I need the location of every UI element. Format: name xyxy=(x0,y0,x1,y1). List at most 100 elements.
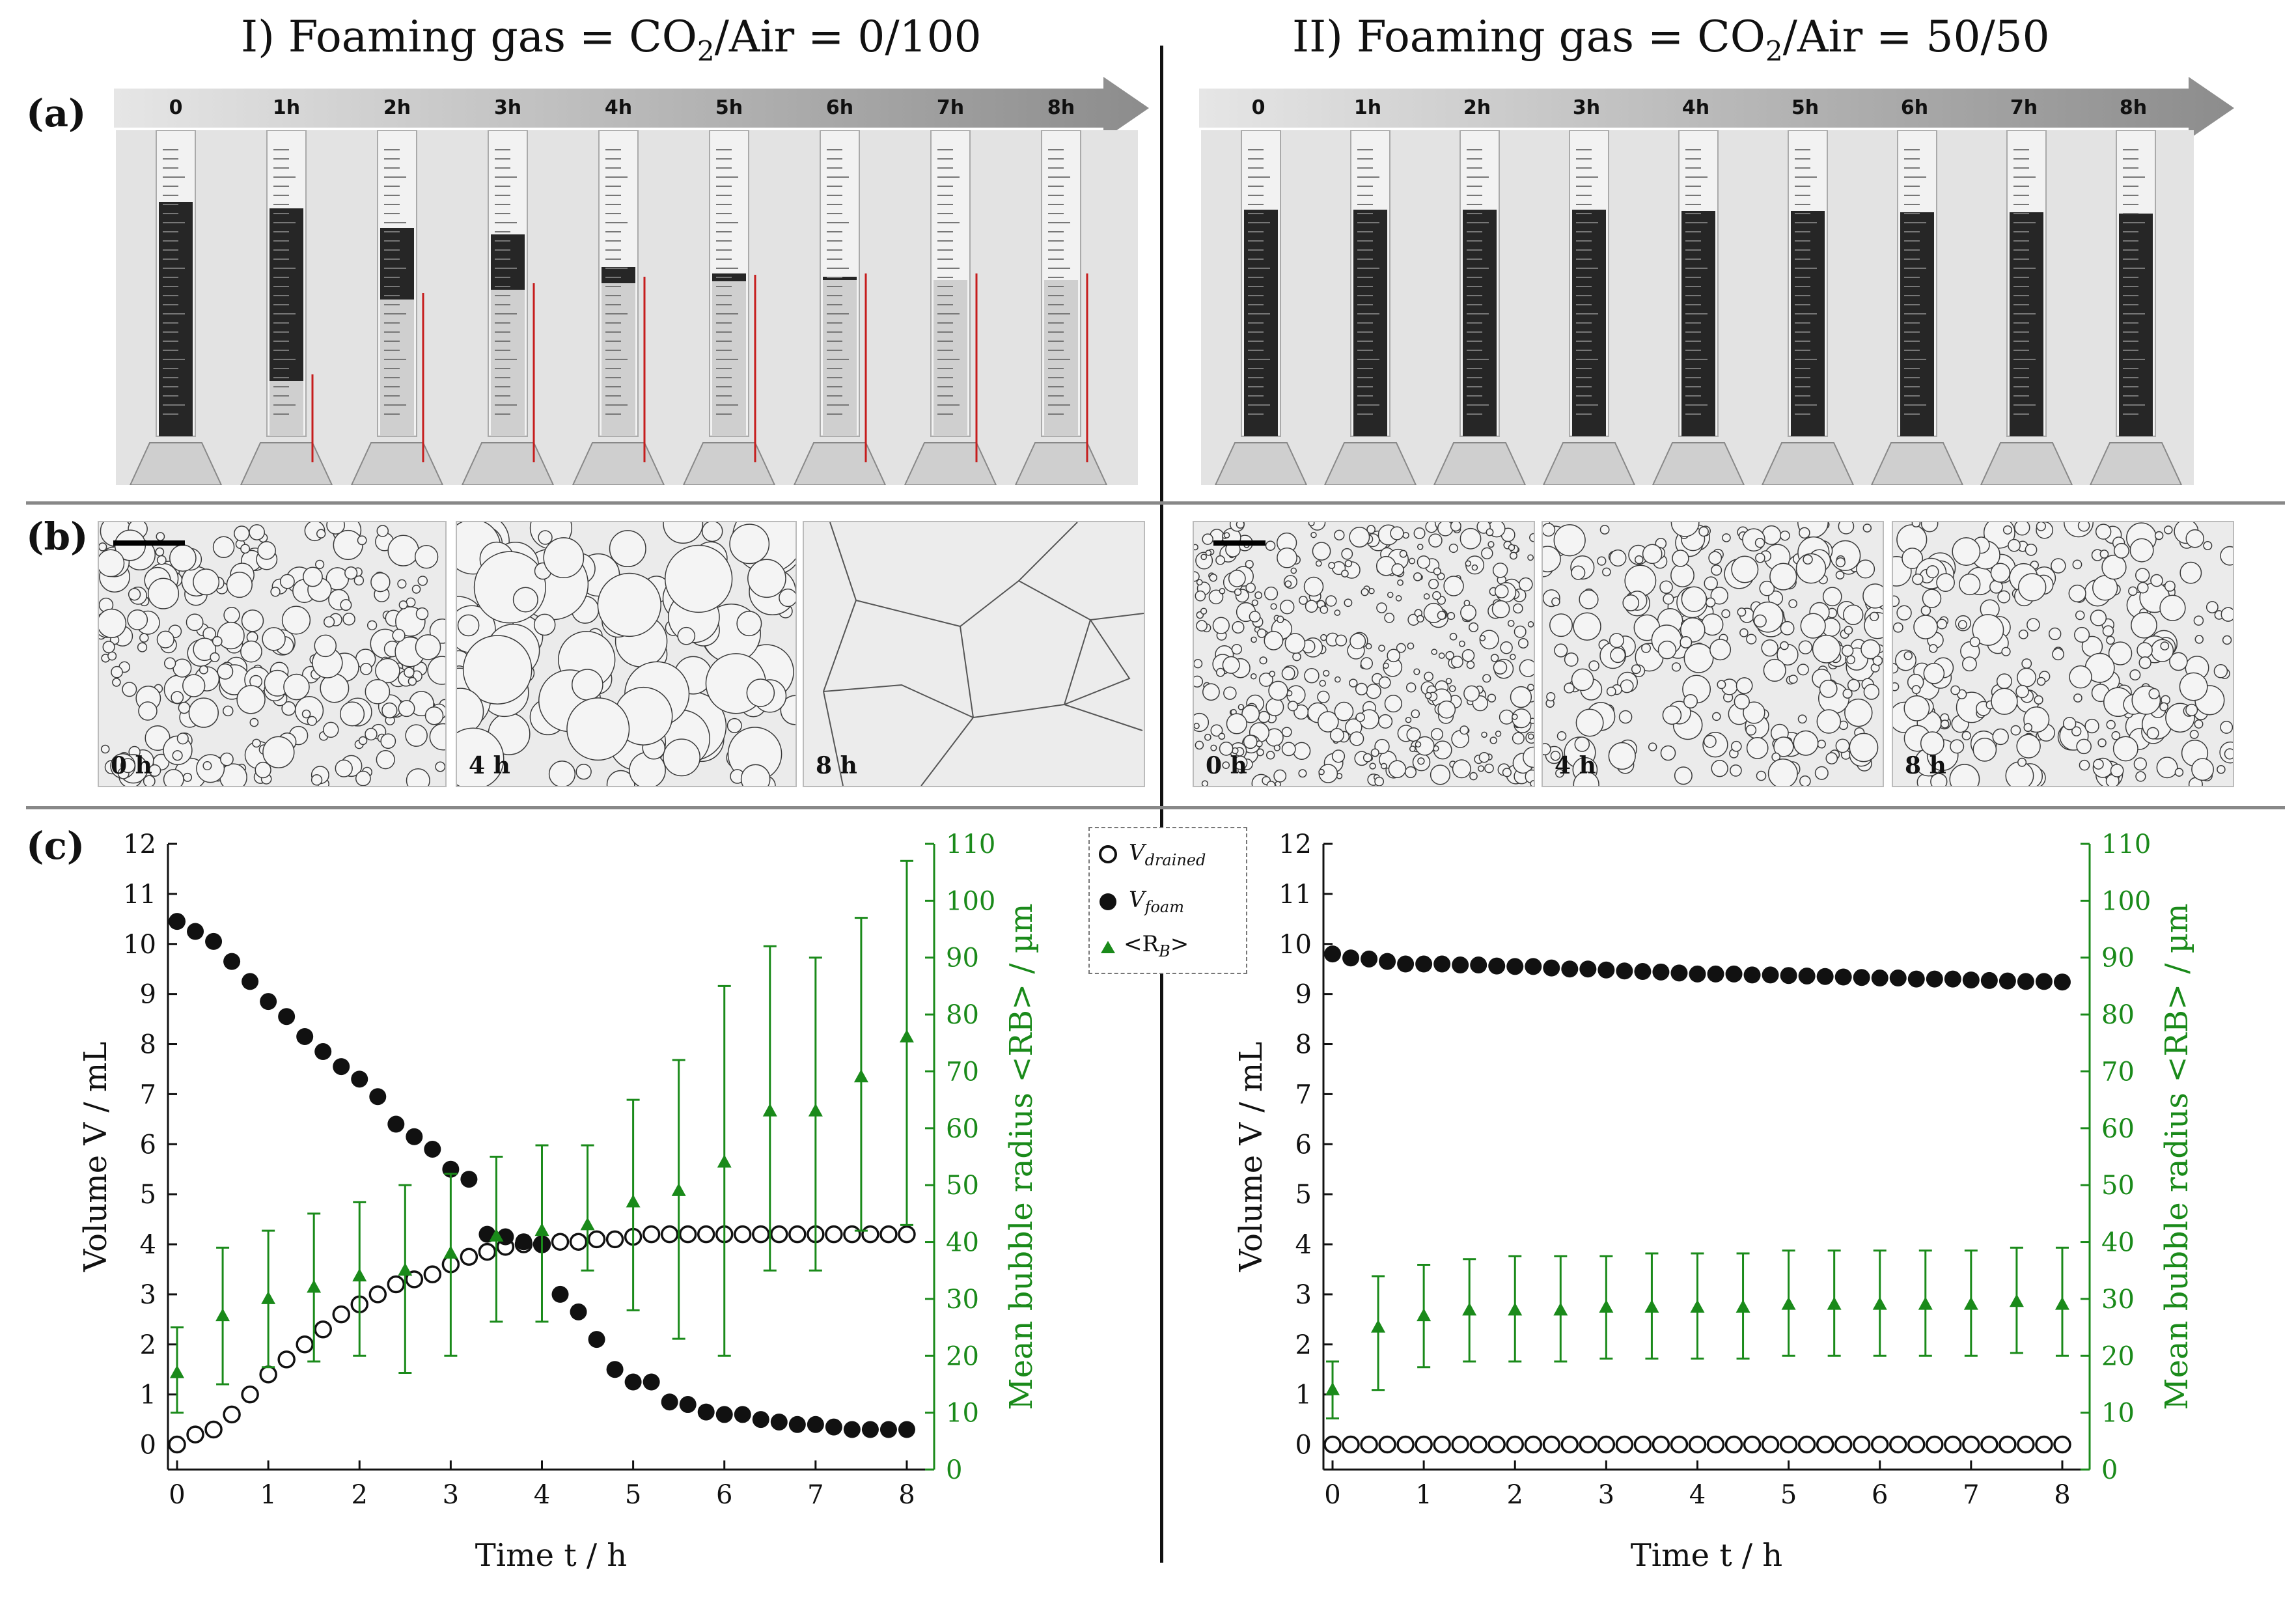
bubble xyxy=(2159,594,2186,621)
point-v-drained xyxy=(1506,1435,1524,1454)
bubble xyxy=(1846,655,1855,665)
bubble xyxy=(1415,741,1422,748)
bubble xyxy=(2099,550,2109,559)
bubble xyxy=(1264,586,1279,601)
bubble xyxy=(1510,654,1516,660)
bubble xyxy=(1872,656,1883,666)
bubble xyxy=(1663,593,1674,605)
bubble xyxy=(2084,718,2099,734)
bubble xyxy=(2106,635,2115,645)
point-mean-radius xyxy=(352,1268,367,1281)
bubble xyxy=(2164,525,2173,535)
bubble xyxy=(2072,559,2082,570)
point-v-foam xyxy=(1725,965,1743,983)
bubble xyxy=(148,764,161,777)
point-v-foam xyxy=(1579,960,1597,978)
bubble xyxy=(1530,780,1534,786)
bubble xyxy=(1218,733,1226,740)
point-v-foam xyxy=(879,1421,897,1438)
point-v-drained xyxy=(697,1225,715,1244)
point-v-foam xyxy=(752,1411,769,1429)
bubble xyxy=(1236,522,1245,529)
timeline-arrow-left xyxy=(114,77,1149,139)
bubble xyxy=(1743,701,1765,724)
bubble xyxy=(1355,682,1368,695)
y-tick-label: 12 xyxy=(123,830,156,859)
bubble xyxy=(326,522,345,535)
point-mean-radius xyxy=(489,1228,504,1242)
bubble xyxy=(1913,615,1938,639)
graduated-cylinder xyxy=(793,130,887,485)
point-v-foam xyxy=(223,953,241,970)
bubble xyxy=(1391,563,1404,576)
y-axis-label: Volume V / mL xyxy=(77,1042,114,1272)
point-v-foam xyxy=(1889,970,1907,987)
bubble xyxy=(726,718,742,733)
bubble xyxy=(1911,685,1921,694)
bubble xyxy=(100,744,110,754)
bubble xyxy=(1437,700,1456,719)
timeline-tick: 8h xyxy=(1047,96,1075,119)
bubble xyxy=(1745,724,1757,736)
bubble xyxy=(1903,651,1913,660)
bubble xyxy=(1736,677,1753,694)
bubble xyxy=(606,770,635,786)
bubble xyxy=(1212,617,1230,634)
bubble xyxy=(1670,563,1694,588)
bubble xyxy=(102,641,115,654)
bubble xyxy=(1245,582,1256,593)
y-tick-label: 1 xyxy=(1295,1380,1312,1410)
bubble xyxy=(1430,728,1443,741)
bubble xyxy=(171,691,184,705)
bubble xyxy=(1780,641,1789,650)
graduated-cylinder xyxy=(129,130,223,485)
bubble xyxy=(1822,587,1842,607)
y-tick-label: 2 xyxy=(140,1330,156,1360)
bubble xyxy=(1759,580,1775,596)
y2-tick-label: 70 xyxy=(2101,1057,2135,1087)
point-mean-radius xyxy=(2009,1294,2024,1307)
bubble xyxy=(1397,579,1404,586)
bubble xyxy=(2213,664,2228,678)
bubble xyxy=(1361,588,1369,596)
bubble xyxy=(226,571,253,598)
point-v-drained xyxy=(2053,1435,2071,1454)
bubble xyxy=(1194,659,1203,669)
x-tick-label: 1 xyxy=(260,1480,276,1510)
bubble xyxy=(2079,759,2090,771)
bubble xyxy=(387,535,419,566)
bubble xyxy=(2220,721,2233,734)
bubble xyxy=(1449,632,1458,641)
bubble xyxy=(1527,554,1534,561)
point-v-drained xyxy=(1688,1435,1707,1454)
bubble xyxy=(1478,751,1490,763)
bubble xyxy=(1703,734,1717,748)
point-v-drained xyxy=(1907,1435,1926,1454)
graduated-cylinder xyxy=(240,130,333,485)
point-v-drained xyxy=(1779,1435,1798,1454)
bubble xyxy=(147,578,180,609)
bubble xyxy=(1841,645,1854,657)
bubble xyxy=(1413,527,1426,539)
point-v-foam xyxy=(1506,958,1524,975)
bubble xyxy=(408,677,417,686)
bubble xyxy=(1798,640,1813,654)
point-v-foam xyxy=(460,1171,478,1188)
bubble xyxy=(1486,528,1494,537)
y-axis-label: Volume V / mL xyxy=(1233,1042,1269,1272)
bubble xyxy=(1310,531,1317,538)
bubble xyxy=(1396,643,1406,653)
bubble xyxy=(701,522,723,542)
y-tick-label: 11 xyxy=(1279,880,1312,910)
legend-rb: <RB> xyxy=(1124,931,1189,960)
bubble xyxy=(2174,768,2184,777)
x-tick-label: 1 xyxy=(1415,1480,1432,1510)
point-mean-radius xyxy=(717,1154,732,1168)
y-tick-label: 0 xyxy=(140,1431,156,1460)
bubble xyxy=(2194,635,2204,644)
bubble xyxy=(1631,664,1641,675)
bubble xyxy=(1780,621,1795,635)
y2-tick-label: 10 xyxy=(946,1399,979,1429)
bubble xyxy=(1579,589,1599,609)
bubble xyxy=(2018,629,2028,639)
